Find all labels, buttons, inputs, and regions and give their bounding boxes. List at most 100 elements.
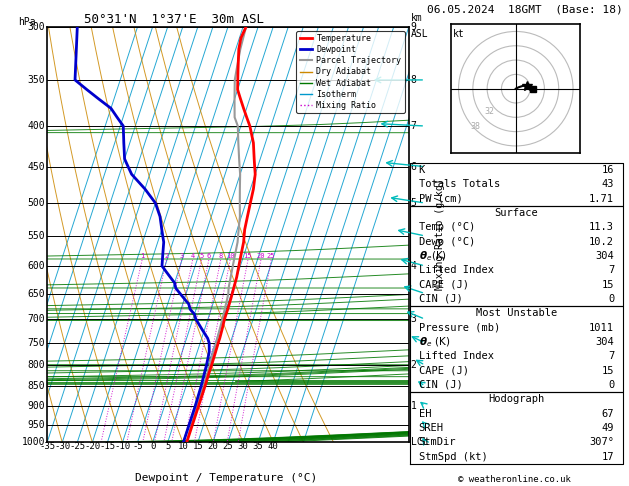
Text: 5: 5	[411, 198, 416, 208]
Text: 35: 35	[253, 442, 264, 451]
Text: 20: 20	[257, 254, 265, 260]
Text: 15: 15	[243, 254, 252, 260]
Text: 25: 25	[223, 442, 233, 451]
Text: 10: 10	[177, 442, 188, 451]
Text: 950: 950	[28, 419, 45, 430]
Text: LCL: LCL	[411, 437, 428, 447]
Text: 4: 4	[411, 261, 416, 271]
Text: Mixing Ratio (g/kg): Mixing Ratio (g/kg)	[435, 179, 445, 290]
Text: 7: 7	[411, 121, 416, 131]
Text: kt: kt	[453, 29, 465, 38]
Text: 700: 700	[28, 314, 45, 324]
Text: 2: 2	[164, 254, 169, 260]
Text: Surface: Surface	[494, 208, 538, 218]
Text: SREH: SREH	[419, 423, 443, 433]
Text: Most Unstable: Most Unstable	[476, 308, 557, 318]
Text: Lifted Index: Lifted Index	[419, 351, 494, 361]
Text: 10.2: 10.2	[589, 237, 614, 246]
Title: 50°31'N  1°37'E  30m ASL: 50°31'N 1°37'E 30m ASL	[84, 13, 264, 26]
Text: $\boldsymbol{\theta}_e$ (K): $\boldsymbol{\theta}_e$ (K)	[419, 335, 450, 349]
Text: 8: 8	[411, 75, 416, 85]
Text: 304: 304	[596, 337, 614, 347]
Text: km: km	[411, 13, 423, 22]
Text: 11.3: 11.3	[589, 222, 614, 232]
Text: -30: -30	[54, 442, 70, 451]
Text: 5: 5	[199, 254, 204, 260]
Text: Hodograph: Hodograph	[488, 394, 545, 404]
Text: 30: 30	[238, 442, 248, 451]
Text: 600: 600	[28, 261, 45, 271]
Text: -25: -25	[69, 442, 86, 451]
Text: K: K	[419, 165, 425, 175]
Text: Dewp (°C): Dewp (°C)	[419, 237, 475, 246]
Text: 0: 0	[150, 442, 155, 451]
Text: Pressure (mb): Pressure (mb)	[419, 323, 500, 332]
Text: 307°: 307°	[589, 437, 614, 447]
Text: 850: 850	[28, 381, 45, 391]
Text: 3: 3	[411, 314, 416, 324]
Text: $\boldsymbol{\theta}_e$(K): $\boldsymbol{\theta}_e$(K)	[419, 249, 447, 263]
Text: CIN (J): CIN (J)	[419, 380, 462, 390]
Text: 2: 2	[411, 360, 416, 370]
Text: 32: 32	[484, 107, 494, 117]
Text: 40: 40	[268, 442, 279, 451]
Text: 3: 3	[179, 254, 184, 260]
Text: 4: 4	[191, 254, 195, 260]
Text: ASL: ASL	[411, 29, 428, 39]
Text: 750: 750	[28, 338, 45, 348]
Text: CAPE (J): CAPE (J)	[419, 279, 469, 290]
Text: 900: 900	[28, 401, 45, 411]
Text: Dewpoint / Temperature (°C): Dewpoint / Temperature (°C)	[135, 473, 318, 483]
Text: 450: 450	[28, 162, 45, 172]
Text: 7: 7	[608, 265, 614, 275]
Text: Temp (°C): Temp (°C)	[419, 222, 475, 232]
Text: StmSpd (kt): StmSpd (kt)	[419, 451, 487, 462]
Text: Totals Totals: Totals Totals	[419, 179, 500, 190]
Text: 43: 43	[602, 179, 614, 190]
Text: 350: 350	[28, 75, 45, 85]
Text: 15: 15	[602, 365, 614, 376]
Legend: Temperature, Dewpoint, Parcel Trajectory, Dry Adiabat, Wet Adiabat, Isotherm, Mi: Temperature, Dewpoint, Parcel Trajectory…	[296, 31, 404, 113]
Text: 1: 1	[140, 254, 144, 260]
Text: -20: -20	[84, 442, 101, 451]
Text: CIN (J): CIN (J)	[419, 294, 462, 304]
Text: 15: 15	[602, 279, 614, 290]
Text: 1.71: 1.71	[589, 193, 614, 204]
Text: 10: 10	[226, 254, 235, 260]
Text: 0: 0	[608, 380, 614, 390]
Text: 9: 9	[411, 22, 416, 32]
Text: hPa: hPa	[18, 17, 36, 27]
Text: 1011: 1011	[589, 323, 614, 332]
Text: -15: -15	[99, 442, 116, 451]
Text: 650: 650	[28, 289, 45, 298]
Text: PW (cm): PW (cm)	[419, 193, 462, 204]
Text: EH: EH	[419, 409, 431, 418]
Text: 16: 16	[602, 165, 614, 175]
Text: -5: -5	[132, 442, 143, 451]
Text: 1000: 1000	[22, 437, 45, 447]
Text: 7: 7	[608, 351, 614, 361]
Text: 550: 550	[28, 231, 45, 241]
Text: 5: 5	[165, 442, 170, 451]
Text: StmDir: StmDir	[419, 437, 456, 447]
Text: 25: 25	[267, 254, 276, 260]
Text: 500: 500	[28, 198, 45, 208]
Text: 6: 6	[207, 254, 211, 260]
Text: 0: 0	[608, 294, 614, 304]
Text: 6: 6	[411, 162, 416, 172]
Text: 8: 8	[218, 254, 223, 260]
Text: -10: -10	[114, 442, 131, 451]
Text: Lifted Index: Lifted Index	[419, 265, 494, 275]
Text: 38: 38	[470, 122, 480, 131]
Text: 800: 800	[28, 360, 45, 370]
Text: -35: -35	[39, 442, 55, 451]
Text: 304: 304	[596, 251, 614, 261]
Text: 49: 49	[602, 423, 614, 433]
Text: 15: 15	[192, 442, 203, 451]
Text: 06.05.2024  18GMT  (Base: 18): 06.05.2024 18GMT (Base: 18)	[427, 4, 623, 14]
Text: 17: 17	[602, 451, 614, 462]
Text: 300: 300	[28, 22, 45, 32]
Text: © weatheronline.co.uk: © weatheronline.co.uk	[458, 475, 571, 484]
Text: 20: 20	[208, 442, 218, 451]
Text: CAPE (J): CAPE (J)	[419, 365, 469, 376]
